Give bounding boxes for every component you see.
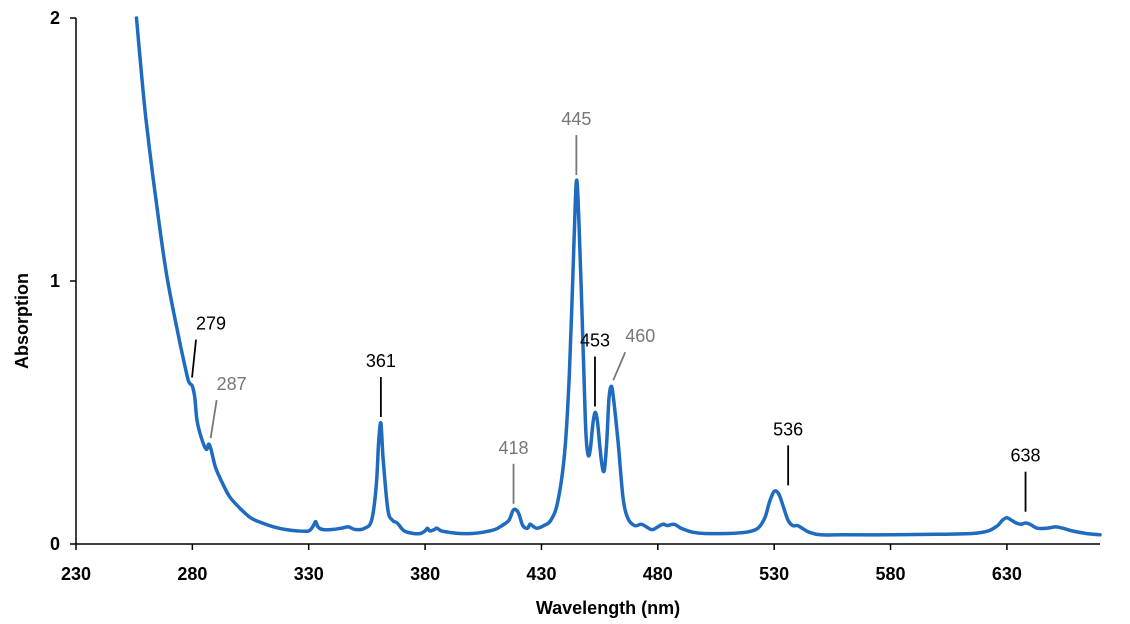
peak-label: 361 (366, 351, 396, 371)
peak-label: 445 (561, 109, 591, 129)
peak-label: 418 (499, 438, 529, 458)
chart-axes (75, 18, 1100, 545)
absorption-series-line (134, 16, 1102, 537)
y-tick-label: 1 (50, 271, 60, 291)
peak-annotations: 279 287 361 418 445 453 460 536 638 (191, 109, 1041, 512)
x-tick-label: 480 (643, 564, 673, 584)
peak-label: 287 (217, 374, 247, 394)
y-tick-label: 0 (50, 534, 60, 554)
x-tick-label: 630 (992, 564, 1022, 584)
peak-leader-line (612, 351, 627, 381)
peak-leader-line (209, 399, 218, 439)
peak-label: 638 (1011, 446, 1041, 466)
y-tick-label: 2 (50, 8, 60, 28)
x-axis-ticks: 230 280 330 380 430 480 530 580 630 (61, 544, 1022, 584)
x-tick-label: 280 (177, 564, 207, 584)
x-axis-title: Wavelength (nm) (536, 598, 680, 618)
x-tick-label: 430 (526, 564, 556, 584)
peak-leader-line (191, 339, 197, 378)
peak-label: 453 (580, 331, 610, 351)
peak-label: 460 (625, 326, 655, 346)
x-tick-label: 580 (876, 564, 906, 584)
peak-label: 279 (196, 314, 226, 334)
x-tick-label: 380 (410, 564, 440, 584)
y-axis-title: Absorption (12, 273, 32, 369)
x-tick-label: 530 (759, 564, 789, 584)
peak-label: 536 (773, 419, 803, 439)
x-tick-label: 230 (61, 564, 91, 584)
x-tick-label: 330 (294, 564, 324, 584)
y-axis-ticks: 0 1 2 (50, 8, 76, 554)
